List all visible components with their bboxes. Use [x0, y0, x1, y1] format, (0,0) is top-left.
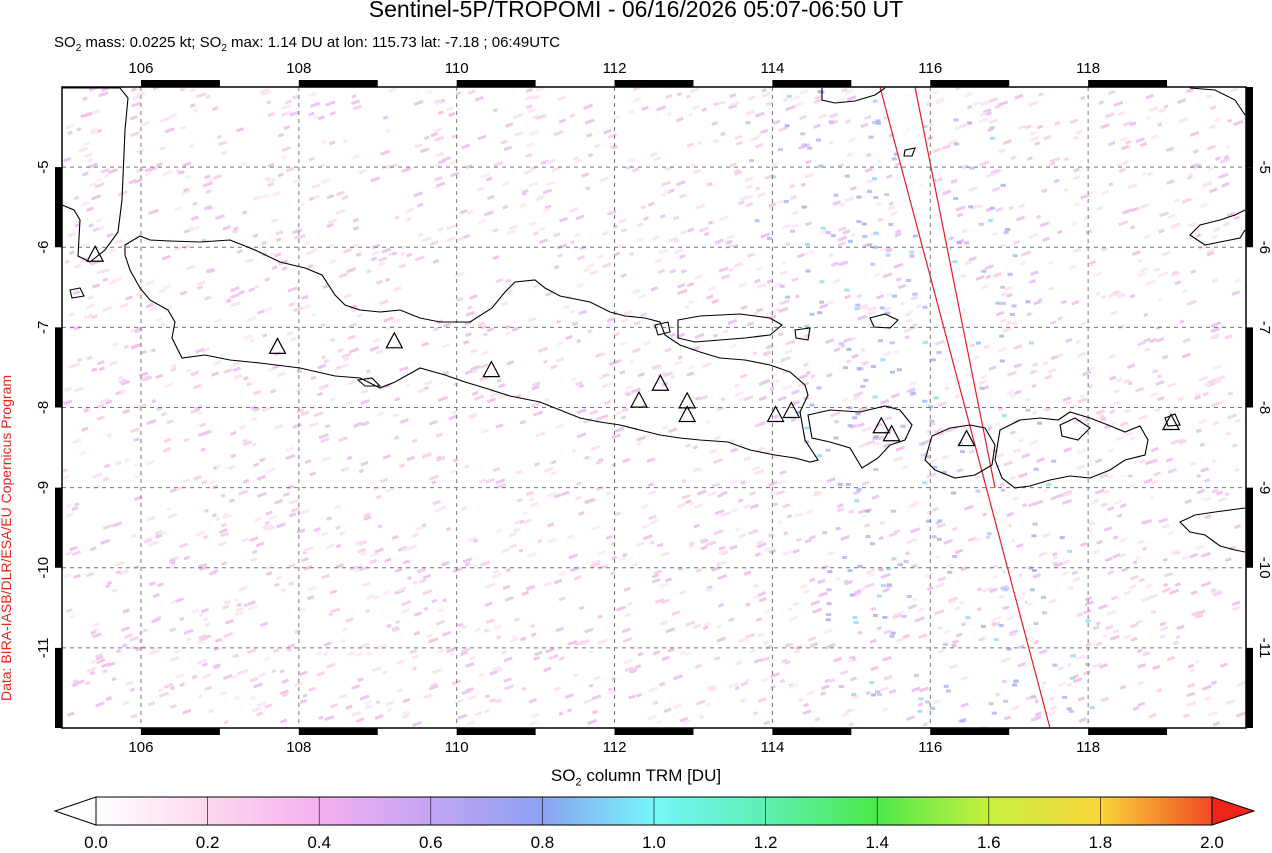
volcano-icon — [766, 405, 785, 423]
volcano-icon — [957, 429, 976, 447]
frame-scale-bars — [55, 80, 1253, 735]
lon-labels-top: 106 108 110 112 114 116 118 — [128, 60, 1100, 77]
orbit-edge-right — [914, 86, 996, 489]
colorbar-high-arrow — [1211, 796, 1256, 826]
lat-tick-label: -5 — [35, 160, 52, 173]
coastlines — [61, 87, 1246, 553]
lon-tick-label: 114 — [760, 739, 784, 756]
lon-tick-label: 114 — [760, 60, 784, 77]
lat-tick-label: -5 — [1256, 160, 1272, 173]
lon-tick-label: 112 — [603, 60, 627, 77]
colorbar-low-arrow — [53, 796, 97, 826]
lon-tick-label: 116 — [918, 60, 942, 77]
lat-tick-label: -7 — [35, 321, 52, 334]
lat-tick-label: -6 — [1256, 241, 1272, 254]
lon-tick-label: 110 — [445, 739, 469, 756]
lat-tick-label: -11 — [1256, 638, 1272, 659]
lat-tick-label: -11 — [35, 638, 52, 659]
colorbar-tick-label: 0.2 — [196, 833, 220, 852]
volcano-icon — [86, 244, 105, 262]
volcano-icon — [1162, 413, 1181, 431]
volcano-icon — [882, 424, 901, 442]
lat-labels-left: -5 -6 -7 -8 -9 -10 -11 — [35, 160, 52, 658]
lon-tick-label: 110 — [445, 60, 469, 77]
so2-pixels — [62, 84, 1247, 730]
graticule — [62, 87, 1246, 728]
map-title: Sentinel-5P/TROPOMI - 06/16/2026 05:07-0… — [368, 0, 904, 22]
volcano-icon — [630, 390, 649, 408]
colorbar-tick-label: 1.4 — [865, 833, 889, 852]
lat-tick-label: -8 — [35, 401, 52, 414]
lat-tick-label: -9 — [35, 481, 52, 494]
lat-tick-label: -10 — [35, 557, 52, 579]
lon-tick-label: 118 — [1076, 60, 1100, 77]
orbit-edge-left — [879, 86, 1051, 729]
colorbar-tick-label: 0.6 — [419, 833, 443, 852]
lon-tick-label: 108 — [286, 739, 311, 756]
volcano-icon — [678, 391, 697, 409]
colorbar-tick-label: 2.0 — [1200, 833, 1224, 852]
map-subtitle: SO2 mass: 0.0225 kt; SO2 max: 1.14 DU at… — [54, 34, 561, 54]
lat-labels-right: -5 -6 -7 -8 -9 -10 -11 — [1256, 160, 1272, 658]
volcano-icon — [385, 331, 404, 349]
colorbar-tick-label: 1.6 — [977, 833, 1001, 852]
lon-tick-label: 112 — [603, 739, 627, 756]
colorbar-tick-label: 0.4 — [307, 833, 331, 852]
colorbar-tick-label: 0.8 — [531, 833, 555, 852]
lon-tick-label: 116 — [918, 739, 942, 756]
colorbar: 0.0 0.2 0.4 0.6 0.8 1.0 1.2 1.4 1.6 1.8 2.0 — [53, 796, 1256, 852]
lon-tick-label: 106 — [128, 739, 153, 756]
lat-tick-label: -9 — [1256, 481, 1272, 494]
lat-tick-label: -7 — [1256, 321, 1272, 334]
colorbar-tick-label: 1.2 — [754, 833, 778, 852]
volcano-markers — [86, 244, 1181, 447]
lat-tick-label: -10 — [1256, 557, 1272, 579]
lat-tick-label: -8 — [1256, 401, 1272, 414]
volcano-icon — [651, 373, 670, 391]
lon-tick-label: 108 — [286, 60, 311, 77]
volcano-icon — [268, 337, 287, 355]
volcano-icon — [482, 360, 501, 378]
colorbar-label: SO2 column TRM [DU] — [550, 766, 722, 789]
lon-tick-label: 118 — [1076, 739, 1100, 756]
volcano-icon — [782, 401, 801, 419]
colorbar-ticks: 0.0 0.2 0.4 0.6 0.8 1.0 1.2 1.4 1.6 1.8 2.0 — [84, 797, 1224, 852]
volcano-icon — [678, 405, 697, 423]
colorbar-tick-label: 1.8 — [1089, 833, 1113, 852]
lon-labels-bottom: 106 108 110 112 114 116 118 — [128, 739, 1100, 756]
lat-tick-label: -6 — [35, 241, 52, 254]
colorbar-tick-label: 1.0 — [642, 833, 666, 852]
lon-tick-label: 106 — [128, 60, 153, 77]
volcano-icon — [872, 416, 891, 434]
colorbar-tick-label: 0.0 — [84, 833, 108, 852]
